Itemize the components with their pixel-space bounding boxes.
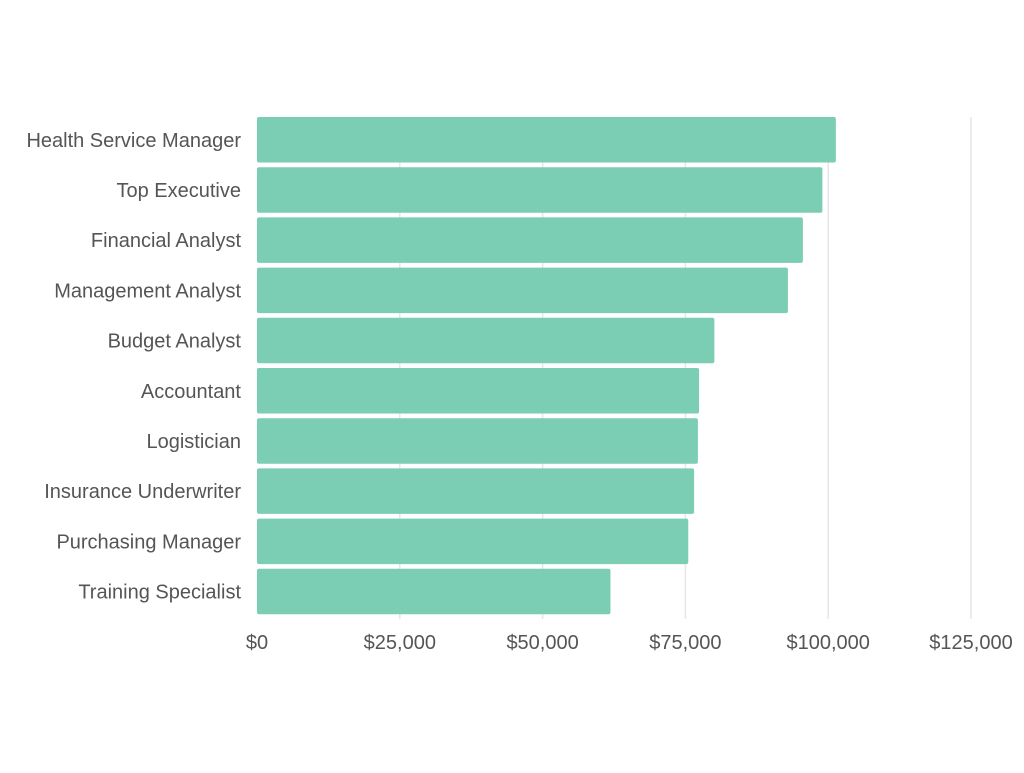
- category-label: Logistician: [146, 431, 241, 453]
- bars: [257, 117, 836, 615]
- category-labels: Health Service Manager Top Executive Finan…: [26, 130, 241, 604]
- x-tick-label: $0: [246, 632, 268, 654]
- category-label: Insurance Underwriter: [44, 481, 241, 503]
- category-label: Training Specialist: [78, 582, 241, 604]
- bar: [257, 568, 611, 615]
- category-label: Purchasing Manager: [56, 531, 241, 553]
- category-label: Budget Analyst: [108, 331, 242, 353]
- bar: [257, 368, 700, 414]
- bar: [257, 117, 836, 163]
- bar: [257, 468, 695, 514]
- bar: [257, 167, 823, 213]
- x-tick-label: $100,000: [786, 632, 869, 654]
- x-tick-label: $125,000: [929, 632, 1012, 654]
- x-tick-label: $25,000: [364, 632, 436, 654]
- bar: [257, 317, 715, 364]
- category-label: Top Executive: [116, 180, 241, 202]
- bar: [257, 418, 698, 464]
- category-label: Financial Analyst: [91, 230, 242, 252]
- x-axis-ticks: $0 $25,000 $50,000 $75,000 $100,000 $125,000: [246, 632, 1013, 654]
- x-tick-label: $75,000: [649, 632, 721, 654]
- bar: [257, 217, 803, 263]
- category-label: Accountant: [141, 381, 242, 403]
- bar: [257, 518, 689, 565]
- x-tick-label: $50,000: [506, 632, 578, 654]
- category-label: Health Service Manager: [26, 130, 241, 152]
- category-label: Management Analyst: [54, 280, 241, 302]
- bar: [257, 267, 788, 314]
